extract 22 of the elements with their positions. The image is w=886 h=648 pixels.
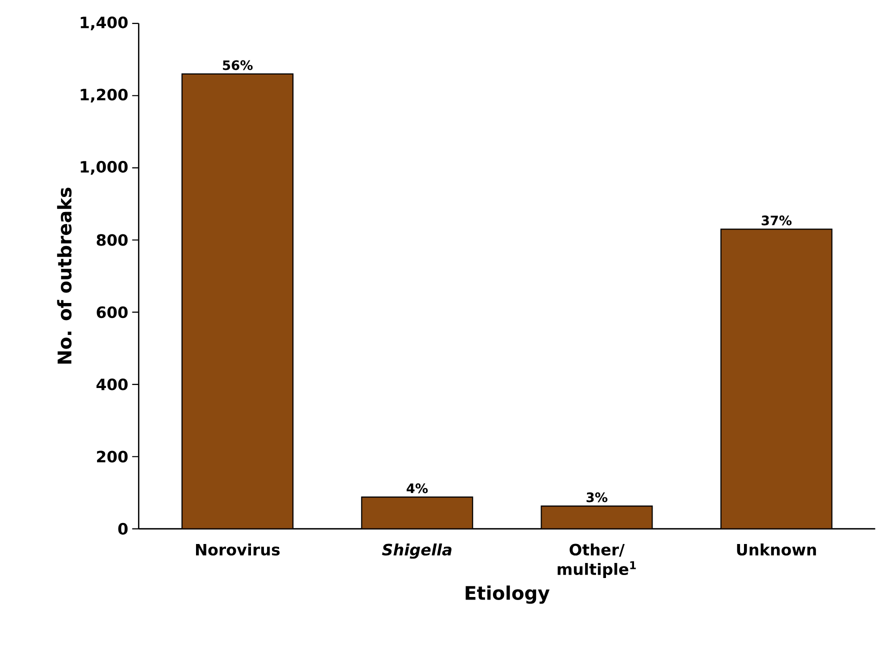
bar — [540, 506, 653, 529]
y-tick-label: 600 — [96, 306, 128, 318]
annotation: 56% — [222, 60, 253, 70]
y-tick-label: 1,000 — [80, 161, 128, 175]
y-tick-label: 0 — [118, 523, 128, 535]
x-tick-label: Unknown — [737, 544, 816, 556]
x-tick-label: Shigella — [382, 544, 452, 559]
x-tick-label: Norovirus — [196, 544, 280, 556]
y-axis-title: No. of outbreaks — [57, 188, 72, 364]
x-tick-label: Other/ multiple$^{1}$ — [558, 544, 636, 578]
bar — [361, 496, 474, 529]
y-tick-label: 200 — [97, 450, 128, 463]
y-tick-label: 800 — [96, 234, 128, 246]
y-tick-label: 1,200 — [80, 88, 128, 103]
y-tick-label: 1,400 — [80, 16, 128, 30]
annotation: 4% — [406, 483, 428, 494]
annotation: 3% — [586, 492, 608, 502]
x-axis-title: Etiology — [466, 586, 550, 604]
y-tick-label: 400 — [96, 378, 128, 390]
bar — [181, 74, 294, 529]
annotation: 37% — [762, 216, 792, 226]
bar — [720, 228, 832, 529]
